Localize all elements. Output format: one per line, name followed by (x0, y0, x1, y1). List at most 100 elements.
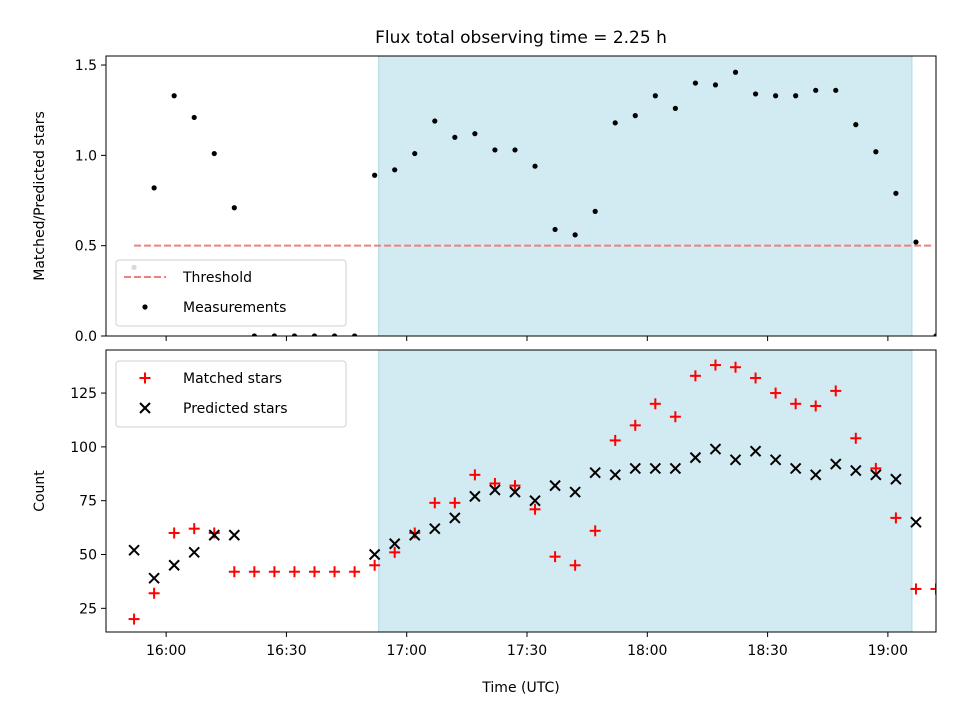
legend-label: Threshold (182, 270, 252, 286)
matched-star-point (910, 583, 922, 595)
top-axes-frame (105, 55, 937, 337)
bottom-ytick-label: 100 (70, 440, 97, 456)
measurement-point (853, 122, 859, 128)
bottom-xtick-label: 18:30 (747, 643, 787, 659)
matched-star-point (168, 527, 180, 539)
measurement-point (351, 333, 358, 336)
measurement-point (231, 205, 237, 211)
measurement-point (452, 134, 458, 140)
predicted-star-point (870, 469, 882, 481)
predicted-star-point (589, 466, 601, 479)
top-markers (131, 69, 936, 336)
matched-star-point (569, 559, 581, 571)
matched-star-point (689, 370, 701, 382)
matched-star-point (629, 419, 641, 431)
matched-star-point (469, 469, 481, 481)
predicted-star-point (549, 479, 561, 492)
matched-star-point (509, 480, 521, 492)
top-legend: Threshold Measurements (115, 259, 347, 327)
matched-star-point (930, 583, 936, 595)
measurements-panel: 0.0 0.5 1.0 1.5 Matched/Predicted stars Thres… (32, 55, 937, 345)
measurement-point (151, 185, 157, 191)
matched-star-point (609, 434, 621, 446)
bottom-legend-box (115, 360, 347, 428)
predicted-star-point (228, 529, 241, 541)
bottom-xtick-label: 17:00 (387, 643, 427, 659)
matched-star-point (369, 559, 381, 571)
measurement-point (171, 93, 177, 99)
predicted-star-point (388, 538, 401, 550)
matched-star-point (188, 523, 200, 535)
matched-star-point (148, 587, 160, 599)
matched-star-point (409, 527, 421, 539)
predicted-star-point (709, 443, 722, 455)
top-ytick-label: 1.5 (75, 58, 97, 74)
predicted-star-point (569, 486, 581, 498)
measurement-point (933, 333, 936, 336)
matched-star-point (669, 411, 681, 423)
measurement-point (833, 87, 839, 93)
legend-label: Predicted stars (183, 401, 288, 417)
predicted-star-point (810, 469, 822, 481)
matched-star-point (449, 497, 461, 509)
bottom-ytick-label: 75 (79, 494, 97, 510)
matched-star-point (549, 551, 561, 563)
matched-star-point (770, 387, 782, 399)
measurement-point (672, 105, 678, 111)
predicted-star-point (749, 445, 762, 457)
matched-star-point (529, 503, 541, 515)
predicted-star-point (469, 490, 481, 503)
predicted-star-point (368, 548, 381, 561)
bottom-ytick-label: 25 (79, 601, 97, 617)
predicted-star-point (789, 462, 802, 475)
bottom-xtick-label: 19:00 (868, 643, 908, 659)
measurement-point (311, 333, 318, 336)
measurement-point (432, 118, 438, 124)
bottom-ylabel: Count (32, 470, 48, 512)
matched-star-point (208, 527, 220, 539)
predicted-star-point (669, 462, 682, 475)
bottom-xtick-label: 16:30 (266, 643, 306, 659)
top-shaded-region (378, 55, 913, 337)
measurement-point (191, 114, 197, 121)
measurement-point (732, 69, 739, 75)
measurement-point (291, 333, 298, 336)
chart-title: Flux total observing time = 2.25 h (375, 28, 667, 48)
matched-star-point (790, 398, 802, 410)
bottom-markers (128, 359, 936, 625)
measurement-point (392, 167, 398, 173)
bottom-axes-frame (105, 349, 937, 633)
predicted-star-point (208, 529, 220, 541)
matched-star-point (750, 372, 762, 384)
predicted-star-point (509, 486, 521, 498)
measurement-point (552, 226, 558, 233)
legend-symbol (142, 304, 148, 310)
measurement-point (612, 120, 618, 126)
measurement-point (412, 150, 418, 157)
matched-star-point (730, 361, 742, 373)
measurement-point (893, 190, 899, 196)
matched-star-point (850, 432, 862, 444)
predicted-star-point (489, 484, 501, 496)
predicted-star-point (529, 494, 541, 507)
top-legend-box (115, 259, 347, 327)
matched-star-point (870, 462, 882, 474)
predicted-star-point (890, 473, 902, 485)
predicted-star-point (609, 469, 621, 481)
legend-label: Matched stars (183, 371, 282, 387)
measurement-point (813, 87, 819, 93)
matched-star-point (329, 566, 341, 578)
measurement-point (211, 150, 217, 157)
measurement-point (652, 93, 658, 99)
measurement-point (532, 163, 538, 169)
matched-star-point (228, 566, 240, 578)
matched-star-point (309, 566, 321, 578)
measurement-point (752, 91, 759, 97)
bottom-legend: Matched stars Predicted stars (115, 360, 347, 428)
measurement-point (572, 232, 578, 238)
measurement-point (873, 149, 879, 155)
measurement-point (913, 239, 919, 245)
measurement-point (372, 172, 378, 178)
predicted-star-point (910, 516, 922, 528)
top-ylabel: Matched/Predicted stars (32, 111, 48, 281)
